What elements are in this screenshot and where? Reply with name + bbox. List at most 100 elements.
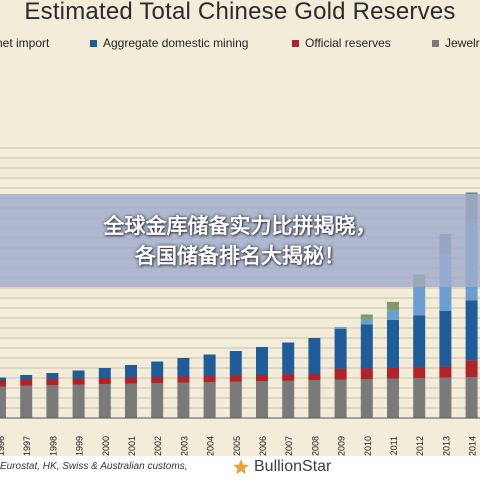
bar-aggregate-domestic-mining-2000 xyxy=(98,368,111,378)
overlay-banner: 全球金库储备实力比拼揭晓， 各国储备排名大揭秘！ xyxy=(0,194,480,287)
x-tick-label-2011: 2011 xyxy=(389,436,399,455)
bar-official-reserves-2006 xyxy=(256,375,268,381)
x-tick-label-1998: 1998 xyxy=(48,436,58,456)
brand-logo: BullionStar xyxy=(232,458,331,476)
bar-aggregate-domestic-mining-2004 xyxy=(203,354,216,376)
x-tick-label-1997: 1997 xyxy=(22,436,32,456)
legend-swatch-domestic-mining xyxy=(90,39,97,47)
x-tick-label-2003: 2003 xyxy=(179,436,189,456)
x-tick-label-2012: 2012 xyxy=(415,436,425,456)
bar-jewelr-2010 xyxy=(360,379,373,418)
bar-official-reserves-2002 xyxy=(151,377,164,383)
legend-label-official-reserves: Official reserves xyxy=(305,36,391,50)
bar-jewelr-1996 xyxy=(0,386,6,418)
legend-label-net-import: net import xyxy=(0,36,50,50)
x-tick-label-2007: 2007 xyxy=(284,436,294,456)
bar-jewelr-2007 xyxy=(282,380,295,418)
bar-official-reserves-1997 xyxy=(20,379,33,386)
legend-label-jewelry: Jewelr xyxy=(445,36,480,50)
bar-jewelr-2013 xyxy=(439,377,452,418)
bar-jewelr-2011 xyxy=(387,378,399,418)
bar-official-reserves-2010 xyxy=(360,368,373,379)
legend-label-domestic-mining: Aggregate domestic mining xyxy=(103,36,249,50)
x-tick-label-2004: 2004 xyxy=(206,436,216,456)
bar-official-reserves-2013 xyxy=(439,366,452,378)
legend-item-official-reserves: Official reserves xyxy=(292,36,391,50)
bar-net-import-2011 xyxy=(387,309,399,320)
legend-item-domestic-mining: Aggregate domestic mining xyxy=(90,36,248,50)
bar-net-import-2010 xyxy=(360,319,373,325)
bar-official-reserves-2000 xyxy=(98,378,111,384)
bar-jewelr-1997 xyxy=(20,385,33,418)
bar-jewelr-2012 xyxy=(413,378,426,418)
bar-jewelr-2009 xyxy=(334,379,347,418)
x-tick-label-2005: 2005 xyxy=(232,436,242,456)
bar-official-reserves-2007 xyxy=(282,374,295,381)
chart-title: Estimated Total Chinese Gold Reserves xyxy=(24,0,456,25)
bar-aggregate-domestic-mining-1999 xyxy=(72,370,85,379)
bar-official-reserves-1999 xyxy=(72,378,85,385)
source-note: Eurostat, HK, Swiss & Australian customs… xyxy=(0,461,188,472)
bar-jewelr-2005 xyxy=(229,381,242,418)
bar-aggregate-domestic-mining-2003 xyxy=(177,358,190,377)
bar-net-import-2009 xyxy=(334,326,347,329)
bar-jewelr-2002 xyxy=(151,383,164,418)
bar-jewelr-1998 xyxy=(46,385,59,418)
bar-aggregate-domestic-mining-2010 xyxy=(360,324,373,369)
bar-top-segment-2011 xyxy=(387,301,399,310)
bar-jewelr-2008 xyxy=(308,380,321,418)
bar-aggregate-domestic-mining-2007 xyxy=(282,342,295,375)
bar-official-reserves-2001 xyxy=(125,377,137,384)
x-tick-label-2008: 2008 xyxy=(310,436,320,456)
bar-aggregate-domestic-mining-2006 xyxy=(256,347,268,375)
brand-name: BullionStar xyxy=(254,458,332,475)
bar-aggregate-domestic-mining-2012 xyxy=(413,315,426,368)
bar-aggregate-domestic-mining-2014 xyxy=(465,300,478,361)
bar-jewelr-2006 xyxy=(256,381,268,418)
bar-jewelr-2000 xyxy=(98,384,111,418)
bar-jewelr-2003 xyxy=(177,382,190,418)
bar-official-reserves-2011 xyxy=(387,367,399,379)
bar-jewelr-2014 xyxy=(465,377,478,418)
bar-aggregate-domestic-mining-2013 xyxy=(439,310,452,367)
bar-official-reserves-1998 xyxy=(46,379,59,385)
bar-aggregate-domestic-mining-1998 xyxy=(46,373,59,379)
bar-official-reserves-2009 xyxy=(334,368,347,380)
x-tick-label-2000: 2000 xyxy=(101,436,111,456)
legend-item-net-import: net import xyxy=(0,36,49,50)
x-tick-label-2001: 2001 xyxy=(127,436,137,456)
bar-official-reserves-2008 xyxy=(308,374,321,380)
bar-official-reserves-2014 xyxy=(465,360,478,377)
x-tick-label-1996: 1996 xyxy=(0,436,6,456)
bar-aggregate-domestic-mining-2002 xyxy=(151,361,164,377)
bar-official-reserves-2004 xyxy=(203,376,216,382)
legend-swatch-jewelry xyxy=(432,39,439,47)
bar-aggregate-domestic-mining-2008 xyxy=(308,338,321,374)
bar-aggregate-domestic-mining-2001 xyxy=(125,365,137,378)
bar-jewelr-2004 xyxy=(203,382,216,418)
footer: Eurostat, HK, Swiss & Australian customs… xyxy=(0,456,480,480)
bar-aggregate-domestic-mining-2005 xyxy=(229,351,242,376)
overlay-headline-line-1: 全球金库储备实力比拼揭晓， xyxy=(103,213,377,238)
x-tick-label-2013: 2013 xyxy=(441,436,451,456)
bar-aggregate-domestic-mining-1997 xyxy=(20,375,33,380)
x-tick-label-2009: 2009 xyxy=(337,436,347,456)
legend: net import Aggregate domestic mining Off… xyxy=(0,34,480,54)
bar-official-reserves-2005 xyxy=(229,375,242,382)
bar-jewelr-2001 xyxy=(125,383,137,418)
bar-top-segment-2010 xyxy=(360,314,373,320)
x-tick-label-2002: 2002 xyxy=(153,436,163,456)
x-tick-label-2014: 2014 xyxy=(468,436,478,456)
legend-swatch-official-reserves xyxy=(292,39,299,47)
bar-jewelr-1999 xyxy=(72,384,85,418)
bar-aggregate-domestic-mining-2009 xyxy=(334,328,347,369)
star-logo-icon xyxy=(233,459,249,475)
bar-official-reserves-2012 xyxy=(413,367,426,378)
bar-aggregate-domestic-mining-1996 xyxy=(0,377,6,381)
x-tick-label-1999: 1999 xyxy=(75,436,85,456)
x-tick-label-2006: 2006 xyxy=(258,436,268,456)
bar-official-reserves-1996 xyxy=(0,380,6,387)
overlay-headline-line-2: 各国储备排名大揭秘！ xyxy=(135,243,345,268)
x-tick-label-2010: 2010 xyxy=(363,436,373,456)
legend-item-jewelry: Jewelr xyxy=(432,36,480,50)
